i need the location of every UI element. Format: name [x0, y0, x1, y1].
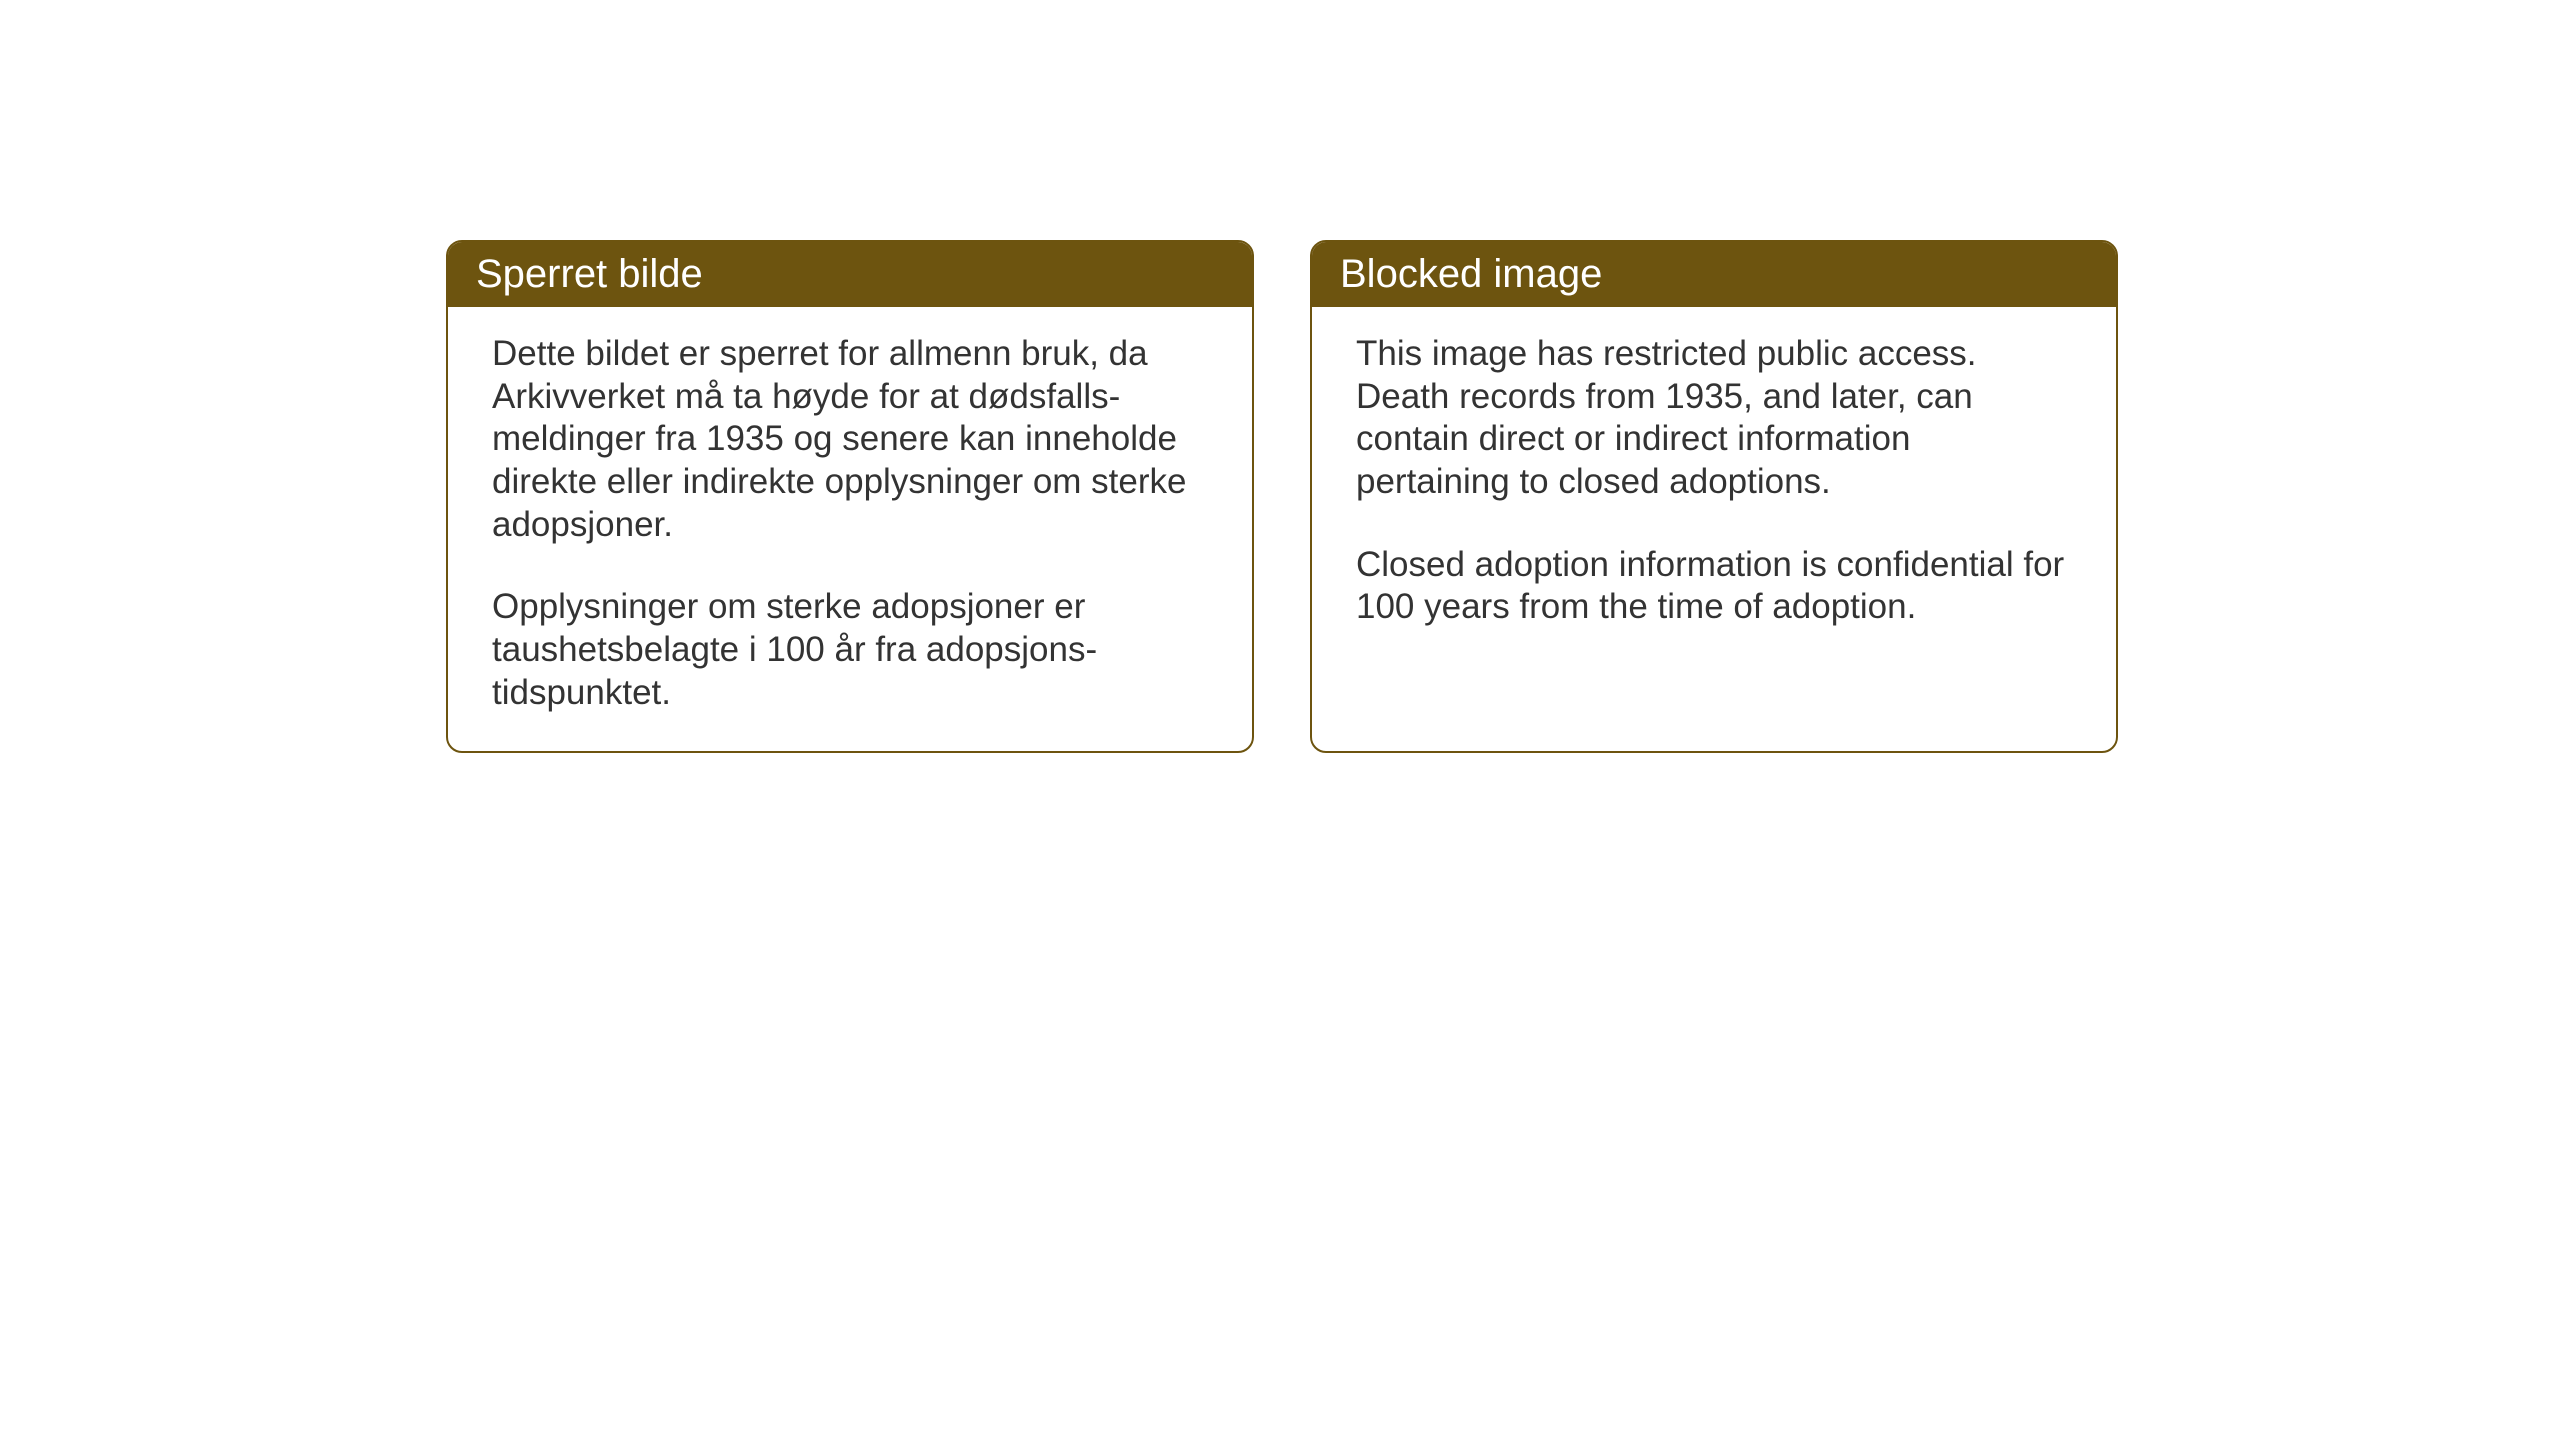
notice-cards-container: Sperret bilde Dette bildet er sperret fo…: [446, 240, 2118, 753]
english-paragraph-1: This image has restricted public access.…: [1356, 333, 2072, 504]
norwegian-paragraph-1: Dette bildet er sperret for allmenn bruk…: [492, 333, 1208, 546]
norwegian-notice-card: Sperret bilde Dette bildet er sperret fo…: [446, 240, 1254, 753]
norwegian-card-body: Dette bildet er sperret for allmenn bruk…: [448, 307, 1252, 751]
norwegian-card-title: Sperret bilde: [448, 242, 1252, 307]
english-notice-card: Blocked image This image has restricted …: [1310, 240, 2118, 753]
norwegian-paragraph-2: Opplysninger om sterke adopsjoner er tau…: [492, 586, 1208, 714]
english-paragraph-2: Closed adoption information is confident…: [1356, 544, 2072, 629]
english-card-body: This image has restricted public access.…: [1312, 307, 2116, 665]
english-card-title: Blocked image: [1312, 242, 2116, 307]
